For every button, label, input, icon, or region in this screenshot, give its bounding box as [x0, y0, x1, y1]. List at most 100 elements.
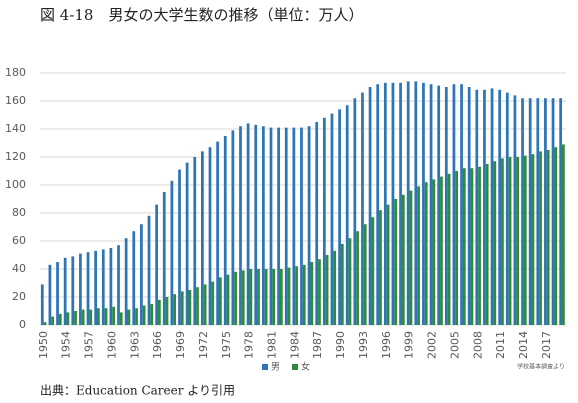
bar	[117, 245, 120, 325]
bar	[132, 231, 136, 325]
bar	[551, 98, 555, 325]
bar	[97, 308, 100, 325]
bar	[562, 144, 565, 325]
bar	[295, 266, 298, 325]
bar	[521, 98, 524, 325]
bar	[422, 82, 425, 325]
bar	[56, 262, 59, 325]
y-tick-label: 0	[19, 318, 26, 331]
bar	[348, 238, 352, 325]
bar	[501, 158, 504, 325]
x-tick-label: 1996	[380, 331, 393, 359]
x-tick-label: 1957	[83, 331, 96, 359]
x-tick-label: 2008	[471, 331, 484, 359]
bar	[498, 89, 502, 325]
bar	[203, 284, 207, 325]
x-tick-label: 1954	[60, 331, 73, 359]
bar	[315, 122, 319, 325]
bar	[444, 87, 448, 325]
bar	[140, 224, 143, 325]
bar	[40, 284, 44, 325]
x-tick-label: 1999	[403, 331, 416, 359]
x-tick-label: 1960	[105, 331, 118, 359]
bar	[165, 297, 169, 325]
x-tick-label: 1984	[288, 331, 301, 359]
bar	[406, 81, 410, 326]
bar	[142, 305, 146, 325]
legend-label: 男	[271, 362, 280, 373]
bar	[376, 84, 380, 325]
source: 出典：Education Career より引用	[40, 384, 235, 398]
bar	[81, 309, 85, 325]
bar	[325, 255, 329, 325]
y-tick-label: 80	[12, 206, 26, 219]
bar	[104, 308, 108, 325]
bar	[74, 311, 77, 325]
bar	[338, 109, 341, 326]
bar	[429, 84, 433, 325]
bar	[478, 166, 481, 325]
bar	[246, 123, 250, 326]
x-tick-label: 2011	[494, 331, 507, 359]
bar	[554, 147, 558, 325]
y-tick-label: 120	[5, 150, 26, 163]
bar	[150, 304, 154, 325]
x-tick-label: 1978	[243, 331, 256, 359]
bar	[437, 85, 441, 325]
bar	[112, 306, 116, 325]
bar	[158, 299, 161, 325]
bar	[363, 224, 367, 325]
bar	[399, 82, 402, 325]
bar	[546, 150, 550, 325]
bar	[300, 127, 303, 325]
bar	[147, 215, 151, 325]
bar	[531, 154, 535, 325]
bar	[508, 157, 512, 325]
bar	[523, 155, 527, 325]
y-tick-label: 60	[12, 234, 26, 247]
bar	[48, 264, 52, 325]
bar	[277, 127, 280, 325]
x-tick-label: 2017	[540, 331, 553, 359]
bar	[162, 192, 166, 325]
bar	[528, 98, 532, 325]
bar	[467, 87, 471, 325]
bar	[356, 231, 359, 325]
bar	[318, 259, 321, 325]
bar	[188, 290, 192, 325]
bar	[493, 161, 497, 325]
legend-swatch	[262, 364, 268, 370]
bar	[292, 127, 296, 325]
bar	[559, 98, 563, 325]
bar	[124, 238, 128, 325]
bar	[63, 257, 67, 325]
bar	[371, 217, 375, 325]
bar	[86, 252, 90, 325]
bar	[475, 89, 479, 325]
bar	[173, 294, 176, 325]
bar	[353, 98, 357, 325]
bar	[193, 157, 197, 325]
bar	[249, 269, 253, 325]
bar	[218, 277, 222, 325]
bar	[394, 199, 398, 325]
legend-label: 女	[301, 361, 310, 373]
y-tick-label: 40	[12, 262, 26, 275]
bar	[462, 168, 466, 325]
x-tick-label: 2002	[426, 331, 439, 359]
bar	[66, 312, 70, 325]
y-tick-label: 100	[5, 178, 26, 191]
x-tick-label: 1993	[357, 331, 370, 359]
bar	[409, 190, 413, 325]
bar	[386, 204, 390, 325]
bar	[483, 89, 486, 325]
bar	[452, 84, 456, 325]
note: 学校基本調査より	[517, 363, 565, 371]
bar	[196, 287, 199, 325]
bar	[231, 130, 235, 325]
bar	[185, 162, 189, 325]
bar	[201, 151, 204, 325]
bar	[333, 250, 337, 325]
bar	[279, 269, 283, 325]
